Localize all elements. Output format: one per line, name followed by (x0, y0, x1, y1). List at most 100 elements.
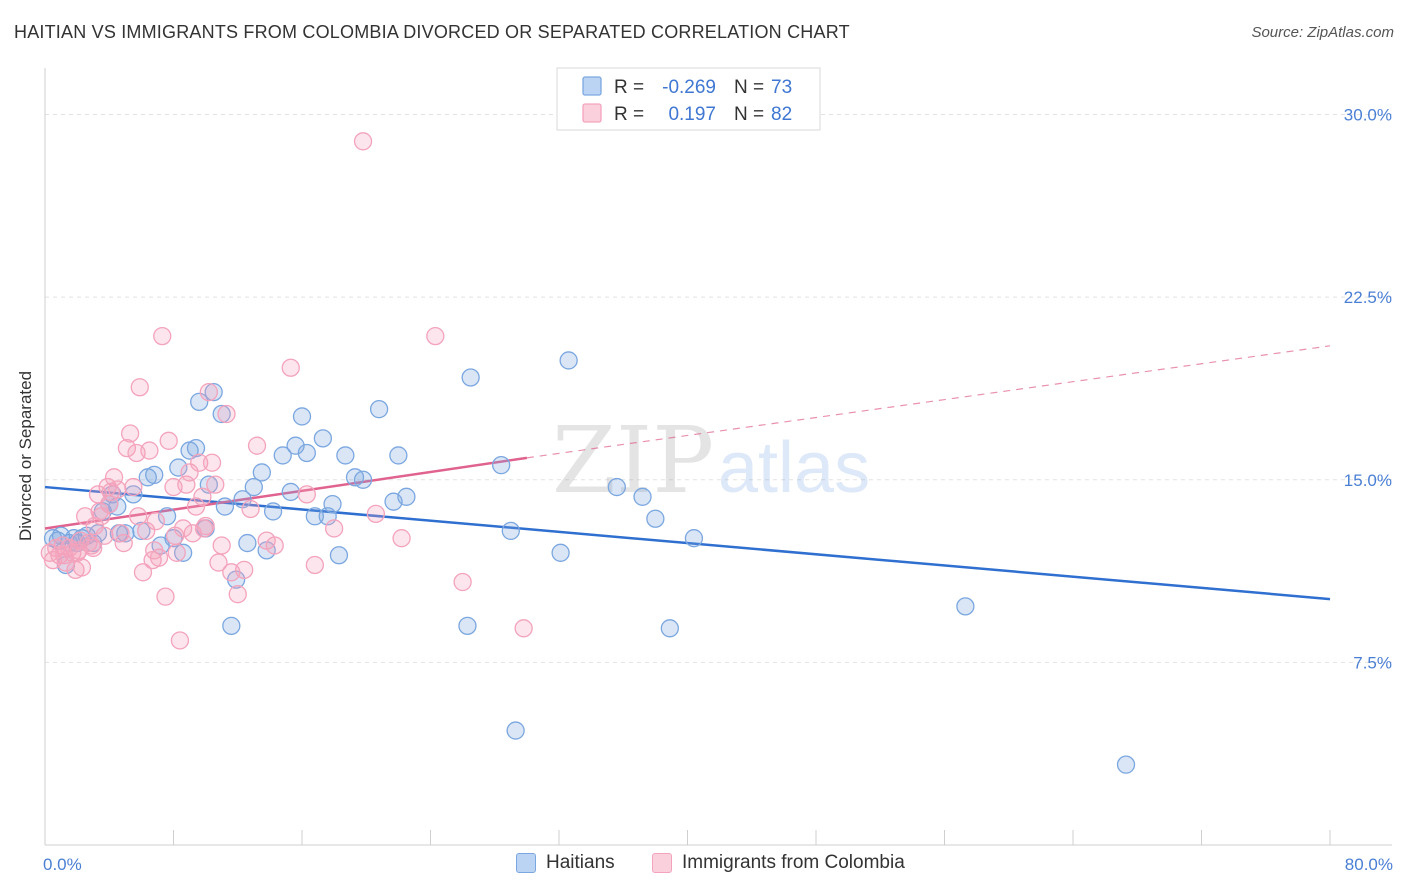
point-s1-29 (133, 563, 153, 582)
point-s1-25 (120, 424, 140, 443)
point-s1-50 (202, 453, 222, 472)
point-s1-28 (130, 378, 149, 397)
point-s1-45 (186, 497, 206, 516)
point-s0-69 (684, 529, 704, 548)
point-s1-69 (426, 326, 445, 346)
point-s0-21 (157, 507, 177, 526)
legend-label-colombia: Immigrants from Colombia (682, 852, 905, 873)
point-s1-36 (156, 587, 175, 606)
point-s1-64 (305, 555, 325, 575)
point-s1-68 (392, 529, 411, 548)
tick-labels: 7.5% 15.0% 22.5% 30.0% 0.0% 80.0% (43, 106, 1393, 874)
watermark-atlas: atlas (718, 428, 870, 508)
point-s1-66 (353, 132, 373, 151)
point-s0-68 (660, 619, 679, 638)
point-s1-67 (366, 504, 386, 524)
y-tick-label-1: 15.0% (1344, 471, 1392, 490)
point-s0-32 (215, 497, 235, 516)
point-s0-63 (551, 543, 570, 562)
axes (44, 68, 1392, 846)
x-tick-label-1: 80.0% (1345, 855, 1393, 874)
point-s1-73 (90, 502, 109, 521)
point-s1-31 (140, 441, 159, 460)
point-s1-40 (170, 631, 190, 650)
point-s1-10 (72, 558, 92, 577)
point-s1-59 (247, 436, 267, 455)
point-s1-75 (129, 507, 148, 526)
point-s1-77 (165, 526, 185, 545)
point-s1-14 (85, 516, 104, 536)
point-s0-30 (204, 382, 223, 402)
point-s1-70 (453, 572, 472, 592)
point-s1-49 (199, 382, 218, 402)
chart-source: Source: ZipAtlas.com (1251, 24, 1394, 41)
point-s1-74 (100, 494, 119, 514)
point-s0-61 (501, 521, 520, 541)
point-s0-36 (238, 533, 257, 553)
trend-line-1 (44, 456, 528, 530)
point-s0-43 (286, 436, 305, 455)
watermark: ZIP atlas (552, 407, 870, 514)
point-s1-46 (190, 453, 209, 472)
legend-n-value-0: 73 (771, 77, 792, 98)
point-s0-19 (145, 465, 164, 485)
point-s0-46 (305, 507, 325, 526)
point-s1-71 (514, 619, 533, 638)
y-tick-label-3: 30.0% (1344, 106, 1392, 125)
point-s1-53 (212, 536, 231, 555)
legend-swatch-colombia (652, 853, 672, 873)
legend-swatch-1 (582, 103, 602, 123)
point-s0-56 (389, 446, 408, 465)
point-s1-61 (265, 536, 284, 555)
point-s0-26 (186, 438, 206, 458)
point-s1-81 (71, 531, 90, 550)
chart-title: HAITIAN VS IMMIGRANTS FROM COLOMBIA DIVO… (14, 22, 850, 42)
watermark-zip: ZIP (552, 407, 714, 514)
point-s1-58 (241, 499, 260, 519)
point-s0-23 (169, 458, 188, 477)
point-s1-11 (76, 507, 95, 526)
x-tick-label-0: 0.0% (43, 855, 82, 874)
point-s0-62 (506, 721, 525, 740)
point-s1-39 (167, 543, 186, 562)
point-s0-24 (173, 543, 193, 562)
point-s1-54 (217, 404, 236, 424)
point-s1-22 (111, 524, 130, 543)
point-s1-57 (235, 560, 254, 580)
point-s1-35 (153, 326, 172, 346)
legend-n-label-1: N = (734, 104, 764, 125)
point-s0-66 (633, 487, 652, 506)
point-s1-56 (228, 585, 247, 604)
point-s0-42 (281, 482, 300, 502)
point-s1-79 (194, 519, 214, 538)
point-s1-30 (137, 521, 156, 541)
point-s0-50 (329, 546, 349, 565)
point-s0-49 (323, 494, 342, 514)
point-s1-62 (281, 358, 300, 377)
point-s0-58 (461, 368, 480, 387)
point-s1-26 (124, 477, 143, 497)
legend-swatch-0 (582, 76, 602, 96)
point-s0-44 (292, 407, 312, 426)
point-s0-33 (222, 616, 241, 636)
legend-swatch-haitians (516, 853, 536, 873)
point-s1-51 (206, 475, 225, 494)
legend-item-haitians[interactable]: Haitians (516, 852, 615, 874)
data-points (40, 132, 1136, 774)
grid-lines (45, 114, 1392, 663)
point-s0-47 (313, 429, 333, 448)
trend-line-dashed-1 (526, 345, 1331, 459)
point-s0-59 (458, 616, 477, 636)
point-s1-63 (297, 485, 316, 504)
point-s0-57 (397, 487, 416, 506)
bottom-legend: Haitians Immigrants from Colombia (0, 852, 1406, 878)
point-s0-64 (559, 351, 578, 370)
point-s0-65 (607, 477, 626, 497)
point-s0-17 (132, 521, 151, 541)
point-s0-70 (956, 597, 975, 616)
legend-label-haitians: Haitians (546, 852, 615, 873)
point-s0-45 (297, 443, 316, 463)
legend-item-colombia[interactable]: Immigrants from Colombia (652, 852, 905, 874)
point-s1-24 (117, 438, 137, 458)
